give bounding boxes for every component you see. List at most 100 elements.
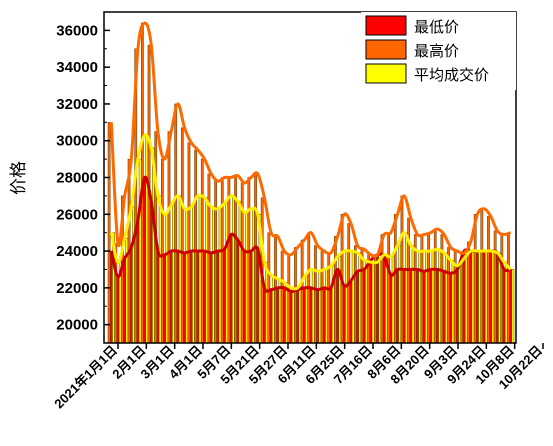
bar-2-4 bbox=[138, 158, 142, 344]
bar-2-7 bbox=[158, 195, 162, 344]
bar-2-10 bbox=[178, 195, 182, 344]
bar-2-40 bbox=[378, 261, 382, 344]
bar-0-35 bbox=[342, 285, 346, 344]
bar-0-6 bbox=[149, 201, 153, 344]
bar-1-38 bbox=[360, 248, 364, 344]
bar-1-17 bbox=[220, 177, 224, 344]
bar-1-26 bbox=[280, 250, 284, 344]
bar-2-11 bbox=[185, 208, 189, 344]
bar-2-31 bbox=[318, 271, 322, 344]
bar-2-23 bbox=[265, 261, 268, 344]
bar-0-22 bbox=[256, 248, 260, 344]
bar-0-9 bbox=[169, 250, 173, 344]
bar-0-20 bbox=[243, 250, 246, 344]
bar-0-23 bbox=[263, 287, 266, 344]
bar-2-54 bbox=[471, 250, 475, 344]
bar-2-3 bbox=[132, 206, 135, 344]
bar-0-37 bbox=[356, 271, 359, 344]
bar-1-22 bbox=[254, 173, 257, 344]
bar-1-40 bbox=[373, 254, 377, 344]
bar-0-55 bbox=[476, 250, 479, 344]
bar-0-57 bbox=[489, 250, 493, 344]
bar-2-26 bbox=[285, 282, 288, 344]
bar-0-45 bbox=[409, 269, 413, 344]
legend-label-2: 平均成交价 bbox=[414, 66, 489, 84]
bar-0-44 bbox=[402, 269, 406, 344]
bar-0-60 bbox=[509, 269, 513, 344]
bar-1-31 bbox=[314, 245, 317, 344]
bar-0-17 bbox=[223, 248, 226, 344]
bar-0-7 bbox=[156, 250, 160, 344]
bar-2-38 bbox=[365, 260, 368, 344]
lines-layer bbox=[109, 21, 512, 294]
bar-2-30 bbox=[311, 269, 315, 344]
x-axis: 2021年1月1日2月1日3月1日4月1日5月7日5月21日5月27日6月11日… bbox=[51, 343, 545, 412]
bar-2-52 bbox=[458, 265, 462, 344]
bar-1-58 bbox=[493, 230, 497, 344]
bar-1-27 bbox=[287, 254, 291, 344]
bar-1-37 bbox=[354, 245, 357, 344]
bar-1-12 bbox=[187, 142, 191, 344]
y-tick-label-4: 28000 bbox=[56, 170, 98, 187]
bar-2-57 bbox=[491, 250, 495, 344]
bar-2-56 bbox=[484, 250, 488, 344]
bar-0-29 bbox=[302, 287, 306, 344]
bar-2-37 bbox=[358, 252, 362, 344]
bar-2-47 bbox=[425, 250, 428, 344]
bar-2-48 bbox=[431, 250, 435, 344]
bar-0-14 bbox=[203, 250, 206, 344]
bar-2-43 bbox=[398, 245, 402, 344]
bar-1-9 bbox=[167, 131, 171, 344]
bar-0-15 bbox=[209, 252, 213, 344]
bar-1-34 bbox=[334, 236, 337, 344]
bar-1-59 bbox=[500, 234, 504, 344]
bar-1-8 bbox=[161, 158, 164, 344]
x-tick-label-0: 2021年1月1日 bbox=[51, 343, 120, 412]
bar-1-29 bbox=[300, 239, 304, 344]
bar-1-55 bbox=[473, 214, 477, 344]
bar-0-50 bbox=[442, 271, 446, 344]
bar-0-18 bbox=[229, 234, 233, 344]
y-tick-label-2: 24000 bbox=[56, 243, 98, 260]
series-line-0 bbox=[109, 175, 511, 294]
bar-1-42 bbox=[387, 232, 391, 344]
bar-2-39 bbox=[371, 261, 375, 344]
bar-0-52 bbox=[456, 269, 459, 344]
bar-0-33 bbox=[329, 287, 333, 344]
bar-1-28 bbox=[294, 247, 297, 344]
bar-2-5 bbox=[145, 134, 149, 344]
bar-0-16 bbox=[216, 250, 220, 344]
bar-0-59 bbox=[502, 269, 506, 344]
bar-1-18 bbox=[227, 177, 231, 344]
bar-0-10 bbox=[176, 250, 180, 344]
bar-0-24 bbox=[269, 289, 273, 344]
bar-0-26 bbox=[283, 287, 286, 344]
bar-2-60 bbox=[511, 269, 515, 344]
bar-2-18 bbox=[231, 195, 235, 344]
bar-2-49 bbox=[438, 248, 442, 344]
bar-1-24 bbox=[267, 232, 271, 344]
bar-0-12 bbox=[189, 250, 193, 344]
bar-1-21 bbox=[247, 177, 251, 344]
bar-2-42 bbox=[391, 256, 395, 344]
bar-0-38 bbox=[362, 269, 366, 344]
bar-1-53 bbox=[460, 252, 464, 344]
legend-swatch-2 bbox=[365, 63, 407, 84]
bar-1-39 bbox=[367, 254, 371, 344]
bar-2-8 bbox=[165, 214, 169, 344]
bar-1-11 bbox=[180, 127, 184, 344]
bar-0-42 bbox=[389, 274, 393, 344]
y-tick-label-6: 32000 bbox=[56, 96, 98, 113]
bar-1-60 bbox=[507, 232, 510, 344]
bar-2-14 bbox=[205, 197, 209, 344]
bar-2-32 bbox=[325, 269, 328, 344]
bar-1-56 bbox=[480, 208, 484, 344]
bar-2-28 bbox=[298, 287, 302, 344]
bar-2-21 bbox=[251, 208, 255, 344]
y-tick-label-0: 20000 bbox=[56, 317, 98, 334]
bar-1-51 bbox=[447, 247, 450, 344]
y-tick-label-1: 22000 bbox=[56, 280, 98, 297]
y-tick-label-5: 30000 bbox=[56, 133, 98, 150]
